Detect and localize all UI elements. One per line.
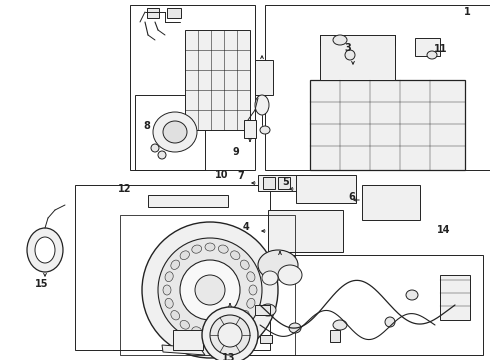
Text: 1: 1 <box>464 7 470 17</box>
Ellipse shape <box>341 79 365 101</box>
Text: 3: 3 <box>344 43 351 53</box>
Ellipse shape <box>151 144 159 152</box>
Ellipse shape <box>262 271 278 285</box>
Ellipse shape <box>180 260 240 320</box>
Ellipse shape <box>153 112 197 152</box>
Ellipse shape <box>219 327 228 335</box>
Bar <box>265 5 490 170</box>
Bar <box>148 195 228 207</box>
Bar <box>75 185 270 350</box>
Bar <box>244 120 256 138</box>
Ellipse shape <box>165 272 173 282</box>
Ellipse shape <box>158 238 262 342</box>
Ellipse shape <box>241 311 249 320</box>
Bar <box>135 95 205 170</box>
Bar <box>255 60 273 95</box>
Ellipse shape <box>260 126 270 134</box>
Ellipse shape <box>142 222 278 358</box>
Bar <box>320 35 395 80</box>
Ellipse shape <box>163 121 187 143</box>
Ellipse shape <box>195 275 225 305</box>
Ellipse shape <box>255 95 269 115</box>
Bar <box>173 330 203 350</box>
Bar <box>296 175 356 203</box>
Ellipse shape <box>406 290 418 300</box>
Text: 12: 12 <box>118 184 132 194</box>
Ellipse shape <box>158 151 166 159</box>
Ellipse shape <box>163 285 171 295</box>
Ellipse shape <box>241 260 249 269</box>
Text: 6: 6 <box>348 192 355 202</box>
Ellipse shape <box>205 243 215 251</box>
Ellipse shape <box>331 70 375 110</box>
Text: 14: 14 <box>437 225 451 235</box>
Ellipse shape <box>205 329 215 337</box>
Ellipse shape <box>247 272 255 282</box>
Ellipse shape <box>180 320 190 329</box>
Text: 13: 13 <box>222 353 236 360</box>
Ellipse shape <box>192 327 201 335</box>
Text: 5: 5 <box>283 177 290 187</box>
Text: 7: 7 <box>238 171 245 181</box>
Bar <box>310 80 465 170</box>
Bar <box>415 38 440 56</box>
Ellipse shape <box>171 311 179 320</box>
Text: 9: 9 <box>233 147 240 157</box>
Bar <box>258 175 303 191</box>
Ellipse shape <box>333 35 347 45</box>
Text: 11: 11 <box>434 44 448 54</box>
Ellipse shape <box>202 307 258 360</box>
Ellipse shape <box>278 265 302 285</box>
Text: 10: 10 <box>215 170 229 180</box>
Bar <box>167 8 181 18</box>
Ellipse shape <box>171 260 179 269</box>
Ellipse shape <box>427 51 437 59</box>
Text: 15: 15 <box>35 279 49 289</box>
Ellipse shape <box>247 298 255 308</box>
Ellipse shape <box>35 237 55 263</box>
Ellipse shape <box>289 323 301 333</box>
Ellipse shape <box>219 245 228 253</box>
Ellipse shape <box>180 251 190 260</box>
Ellipse shape <box>385 317 395 327</box>
Ellipse shape <box>27 228 63 272</box>
Ellipse shape <box>218 323 242 347</box>
Ellipse shape <box>321 60 385 120</box>
Bar <box>130 5 255 170</box>
Bar <box>120 215 295 355</box>
Ellipse shape <box>165 298 173 308</box>
Bar <box>147 8 159 18</box>
Bar <box>255 305 270 315</box>
Bar <box>248 255 483 355</box>
Bar <box>260 335 272 343</box>
Bar <box>263 177 275 189</box>
Text: 4: 4 <box>243 222 249 232</box>
Ellipse shape <box>260 304 276 316</box>
Ellipse shape <box>333 320 347 330</box>
Ellipse shape <box>345 50 355 60</box>
Bar <box>330 330 340 342</box>
Bar <box>268 210 343 252</box>
Bar <box>362 185 420 220</box>
Text: 8: 8 <box>144 121 150 131</box>
Ellipse shape <box>258 250 298 280</box>
Ellipse shape <box>231 320 240 329</box>
Ellipse shape <box>231 251 240 260</box>
Polygon shape <box>162 345 205 355</box>
Bar <box>278 177 290 189</box>
Ellipse shape <box>249 285 257 295</box>
Bar <box>185 30 250 130</box>
Bar <box>440 275 470 320</box>
Ellipse shape <box>192 245 201 253</box>
Ellipse shape <box>210 315 250 355</box>
